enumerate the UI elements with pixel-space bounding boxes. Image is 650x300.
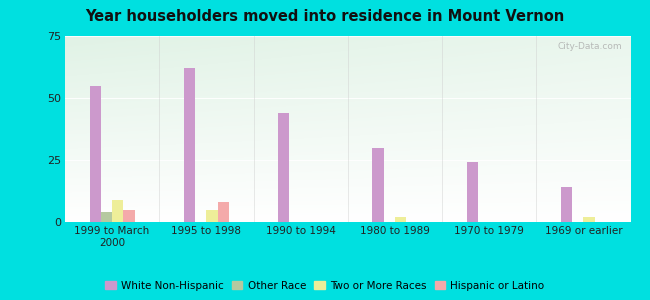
Bar — [372, 148, 384, 222]
Bar — [112, 200, 124, 222]
Text: Year householders moved into residence in Mount Vernon: Year householders moved into residence i… — [85, 9, 565, 24]
Bar — [124, 210, 135, 222]
Bar — [184, 68, 195, 222]
Bar — [90, 85, 101, 222]
Bar — [278, 113, 289, 222]
Bar — [395, 217, 406, 222]
Bar — [218, 202, 229, 222]
Bar — [101, 212, 112, 222]
Bar — [584, 217, 595, 222]
Bar — [561, 187, 572, 222]
Bar — [207, 210, 218, 222]
Text: City-Data.com: City-Data.com — [558, 42, 622, 51]
Legend: White Non-Hispanic, Other Race, Two or More Races, Hispanic or Latino: White Non-Hispanic, Other Race, Two or M… — [101, 277, 549, 295]
Bar — [467, 163, 478, 222]
